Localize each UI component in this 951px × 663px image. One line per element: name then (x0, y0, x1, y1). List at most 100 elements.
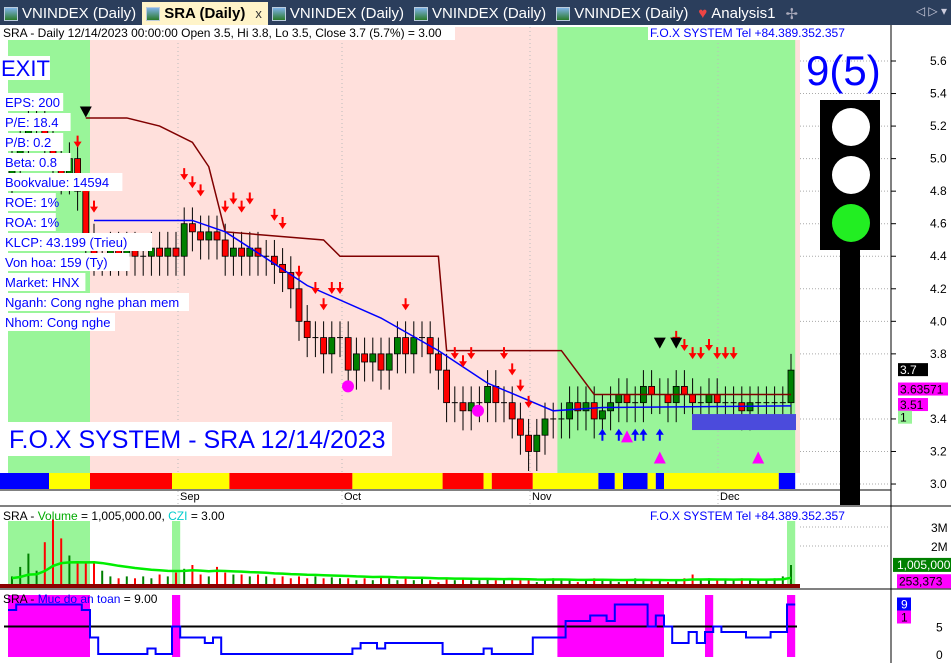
candle-body (590, 402, 598, 420)
candle-body (172, 247, 180, 257)
info-bg (4, 133, 64, 151)
signal-band-segment (598, 473, 615, 489)
price-header: SRA - Daily 12/14/2023 00:00:00 Open 3.5… (3, 26, 442, 40)
signal-band-segment (655, 473, 664, 489)
info-bg (4, 193, 56, 211)
signal-band-segment (647, 473, 656, 489)
candle-body (541, 418, 549, 436)
info-bg (4, 313, 115, 331)
sell-arrow-icon (336, 282, 344, 295)
candle-body (361, 353, 369, 363)
sell-arrow-icon (319, 298, 328, 311)
tab-label: VNINDEX (Daily) (574, 5, 689, 22)
line2-value-label: 3.51 (900, 398, 924, 412)
candle-body (303, 320, 311, 338)
close-price-label: 3.7 (900, 363, 917, 377)
safety-value-label: 9 (901, 598, 908, 612)
info-item: Beta: 0.8 (5, 155, 57, 170)
tab-vnindex-3[interactable]: VNINDEX (Daily) (410, 2, 552, 25)
candle-body (689, 394, 696, 404)
sell-arrow-icon (713, 347, 722, 360)
new-tab-button[interactable]: ✢ (785, 5, 799, 23)
month-label: Oct (344, 491, 361, 503)
buy-arrow-icon (598, 428, 607, 441)
month-label: Nov (532, 491, 552, 503)
candle-body (402, 337, 410, 355)
sell-arrow-icon (500, 347, 508, 360)
info-item: Nganh: Cong nghe phan mem (5, 295, 179, 310)
candle-body (295, 288, 303, 322)
candle-body (197, 231, 205, 241)
signal-band-segment (352, 473, 443, 489)
y-tick-label: 3.8 (930, 347, 947, 361)
candle-body (221, 239, 229, 257)
info-item: Nhom: Cong nghe (5, 315, 111, 330)
candle-body (213, 231, 221, 241)
safety-flag-bg (897, 610, 911, 624)
safety-tick-label: 5 (936, 621, 943, 635)
candle-body (164, 247, 172, 257)
analysis-icon: ♥ (698, 5, 708, 22)
trailing-stop-line (85, 117, 791, 396)
pane-texts: SRA - Daily 12/14/2023 00:00:00 Open 3.5… (0, 26, 881, 606)
volume-tick-label: 2M (931, 540, 948, 554)
black-triangle-icon (79, 106, 92, 118)
sell-arrow-icon (688, 347, 697, 360)
tab-sra[interactable]: SRA (Daily) x (142, 2, 268, 25)
sell-arrow-icon (237, 200, 246, 213)
signal-band-segment (442, 473, 484, 489)
candle-body (320, 337, 328, 355)
flag-value-label: 1 (900, 411, 907, 425)
tab-analysis1[interactable]: ♥ Analysis1 (694, 2, 781, 25)
magenta-dot-icon (342, 380, 354, 393)
sell-arrow-icon (295, 265, 303, 278)
info-item: ROA: 1% (5, 215, 60, 230)
y-tick-label: 4.8 (930, 184, 947, 198)
signal-band-segment (8, 473, 49, 489)
month-label: Sep (180, 491, 200, 503)
volume-baseline-band (0, 584, 800, 588)
candle-body (156, 247, 164, 257)
buy-arrow-icon (631, 428, 640, 441)
candle-body (352, 353, 360, 371)
tab-scroll-buttons[interactable]: ◁ ▷ ▾ (915, 4, 947, 18)
volume-value-label: 1,005,000 (897, 558, 951, 572)
safety-pane: 5 0 91 (0, 590, 943, 663)
y-tick-label: 5.6 (930, 54, 947, 68)
sell-arrow-icon (180, 168, 189, 181)
close-tab-icon[interactable]: x (255, 6, 262, 21)
volume-background (0, 507, 890, 587)
volume-green-zone (787, 521, 796, 585)
signal-band-segment (491, 473, 533, 489)
info-bg (4, 253, 130, 271)
tab-vnindex-2[interactable]: VNINDEX (Daily) (268, 2, 410, 25)
chart-icon (271, 6, 286, 21)
candle-body (434, 353, 442, 371)
tab-label: VNINDEX (Daily) (22, 5, 137, 22)
tab-vnindex-1[interactable]: VNINDEX (Daily) (0, 2, 142, 25)
chart-area[interactable]: 5.6 5.4 5.2 5.0 4.8 4.6 4.4 4.2 4.0 3.8 3.4 3.2 3.0 S… (0, 25, 951, 663)
candle-body (377, 353, 385, 371)
info-item: P/E: 18.4 (5, 115, 58, 130)
candle-body (517, 418, 524, 436)
sell-arrow-icon (721, 347, 730, 360)
sell-arrow-icon (401, 298, 410, 311)
volume-header: SRA - Volume = 1,005,000.00, CZI = 3.00 (3, 509, 225, 523)
tab-vnindex-4[interactable]: VNINDEX (Daily) (552, 2, 694, 25)
volume-tick-label: 3M (931, 521, 948, 535)
buy-arrow-icon (614, 428, 623, 441)
sell-arrow-icon (524, 395, 533, 408)
brand-text: F.O.X SYSTEM Tel +84.389.352.357 (650, 26, 845, 40)
candle-body (566, 402, 573, 420)
close-price-label-bg (898, 363, 928, 377)
candle-body (344, 337, 352, 371)
volume-average-line (11, 560, 792, 582)
exit-label: EXIT (1, 56, 50, 81)
info-bg (4, 213, 56, 231)
candle-body (410, 337, 418, 355)
tab-label: SRA (Daily) (164, 5, 246, 22)
candle-body (287, 272, 295, 290)
candle-body (443, 369, 451, 404)
support-zone (692, 414, 796, 431)
candle-body (623, 394, 631, 404)
